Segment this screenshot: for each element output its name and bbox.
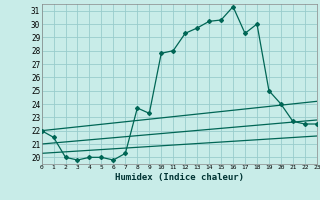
X-axis label: Humidex (Indice chaleur): Humidex (Indice chaleur): [115, 173, 244, 182]
